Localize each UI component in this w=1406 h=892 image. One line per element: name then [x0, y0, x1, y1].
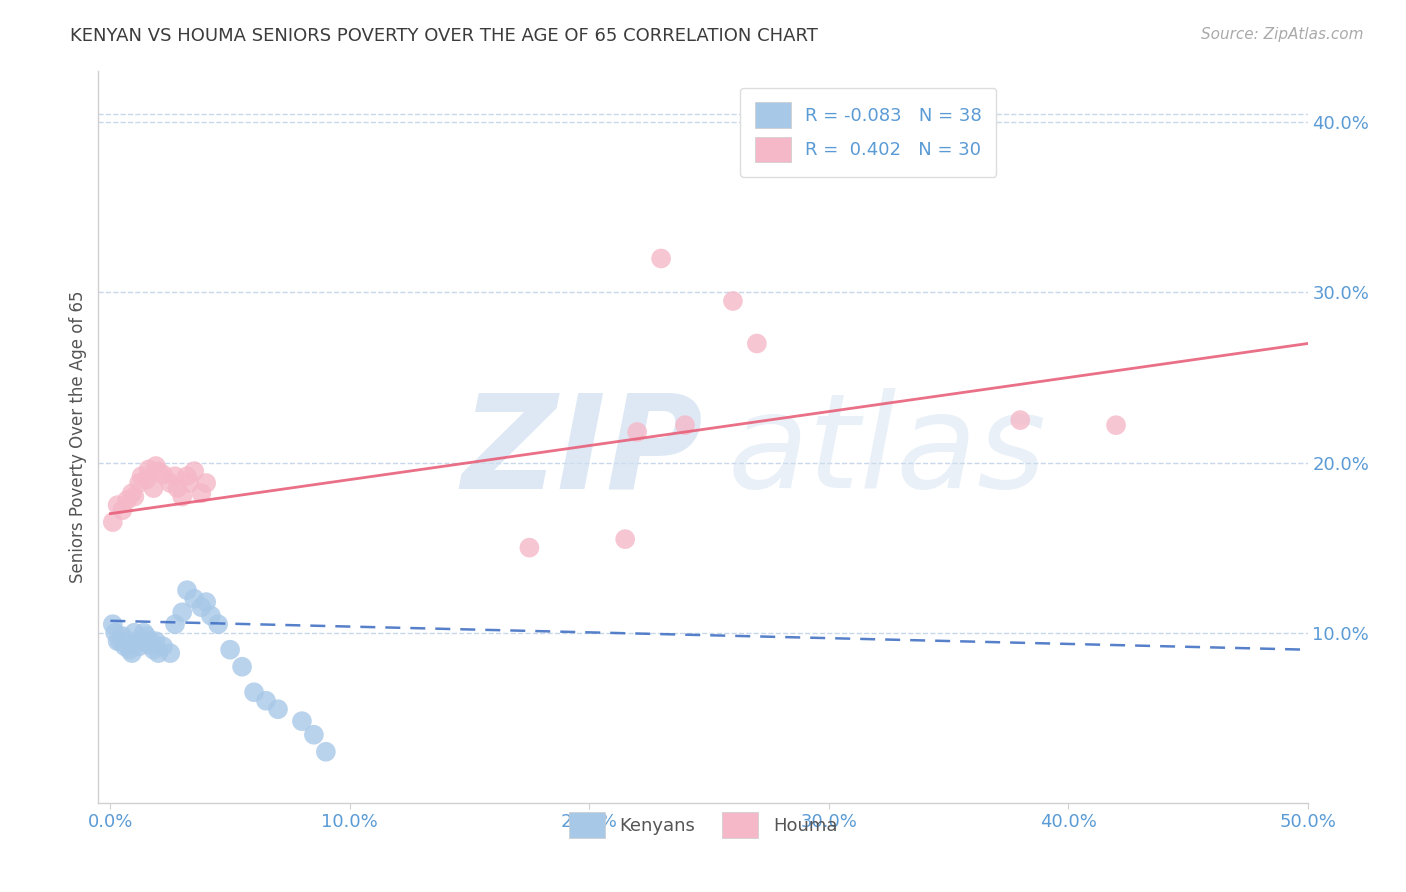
Point	[519, 541, 541, 555]
Point	[159, 646, 181, 660]
Point	[107, 634, 129, 648]
Point	[114, 640, 136, 654]
Point	[138, 462, 160, 476]
Text: atlas: atlas	[727, 388, 1046, 516]
Point	[107, 498, 129, 512]
Y-axis label: Seniors Poverty Over the Age of 65: Seniors Poverty Over the Age of 65	[69, 291, 87, 583]
Point	[219, 642, 242, 657]
Point	[121, 486, 143, 500]
Legend: Kenyans, Houma: Kenyans, Houma	[561, 805, 845, 845]
Point	[101, 617, 124, 632]
Point	[118, 642, 141, 657]
Point	[131, 634, 153, 648]
Point	[650, 252, 672, 266]
Point	[111, 629, 134, 643]
Point	[148, 464, 170, 478]
Point	[121, 646, 143, 660]
Point	[115, 493, 138, 508]
Point	[152, 640, 174, 654]
Point	[254, 694, 277, 708]
Point	[745, 336, 768, 351]
Point	[132, 625, 155, 640]
Point	[128, 475, 150, 490]
Point	[148, 646, 170, 660]
Point	[302, 728, 325, 742]
Point	[111, 503, 134, 517]
Point	[131, 469, 153, 483]
Point	[195, 595, 218, 609]
Point	[145, 634, 167, 648]
Point	[124, 490, 146, 504]
Point	[139, 634, 162, 648]
Text: Source: ZipAtlas.com: Source: ZipAtlas.com	[1201, 27, 1364, 42]
Point	[115, 638, 138, 652]
Point	[135, 629, 157, 643]
Point	[124, 625, 146, 640]
Text: KENYAN VS HOUMA SENIORS POVERTY OVER THE AGE OF 65 CORRELATION CHART: KENYAN VS HOUMA SENIORS POVERTY OVER THE…	[70, 27, 818, 45]
Point	[163, 469, 186, 483]
Point	[1105, 418, 1128, 433]
Point	[101, 515, 124, 529]
Point	[190, 600, 212, 615]
Text: ZIP: ZIP	[461, 388, 703, 516]
Point	[179, 475, 201, 490]
Point	[128, 640, 150, 654]
Point	[267, 702, 290, 716]
Point	[200, 608, 222, 623]
Point	[159, 475, 181, 490]
Point	[108, 634, 131, 648]
Point	[138, 638, 160, 652]
Point	[176, 583, 198, 598]
Point	[207, 617, 229, 632]
Point	[626, 425, 648, 439]
Point	[176, 469, 198, 483]
Point	[172, 490, 194, 504]
Point	[152, 467, 174, 482]
Point	[104, 625, 127, 640]
Point	[142, 642, 165, 657]
Point	[183, 464, 205, 478]
Point	[183, 591, 205, 606]
Point	[243, 685, 266, 699]
Point	[673, 418, 696, 433]
Point	[231, 659, 253, 673]
Point	[166, 481, 188, 495]
Point	[1010, 413, 1032, 427]
Point	[172, 605, 194, 619]
Point	[190, 486, 212, 500]
Point	[125, 634, 148, 648]
Point	[721, 293, 744, 308]
Point	[614, 532, 637, 546]
Point	[315, 745, 337, 759]
Point	[135, 473, 157, 487]
Point	[195, 475, 218, 490]
Point	[142, 481, 165, 495]
Point	[291, 714, 314, 728]
Point	[145, 458, 167, 473]
Point	[163, 617, 186, 632]
